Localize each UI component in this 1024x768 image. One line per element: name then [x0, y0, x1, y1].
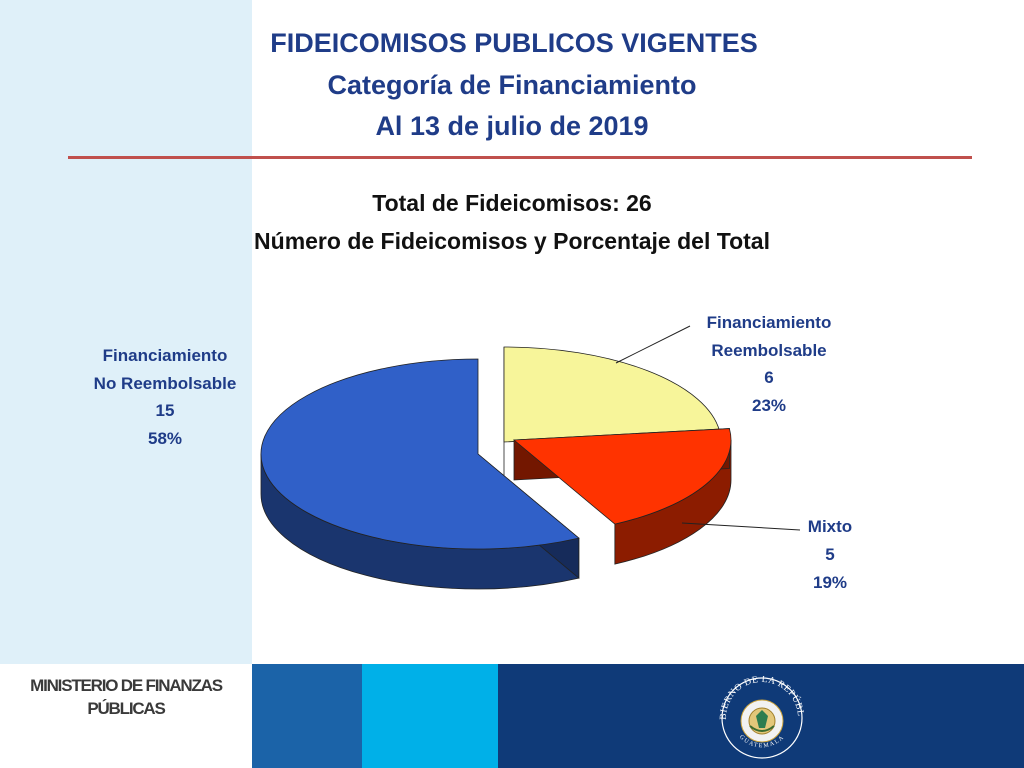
leader-line-reembolsable	[615, 325, 691, 364]
ministry-name-line1: MINISTERIO DE FINANZAS	[30, 676, 223, 695]
slice-label-no-reembolsable-value: 15	[156, 401, 175, 420]
chart-subtitle: Número de Fideicomisos y Porcentaje del …	[254, 228, 770, 254]
page-subtitle-category: Categoría de Financiamiento	[327, 70, 697, 100]
title-divider	[68, 156, 972, 159]
slice-label-mixto-percent: 19%	[813, 573, 847, 592]
pie-slice-mixto	[512, 428, 732, 565]
leader-line-mixto	[681, 522, 801, 531]
footer-band-blue	[252, 664, 362, 768]
footer-band-cyan	[362, 664, 498, 768]
government-seal-logo: GOBIERNO DE LA REPÚBLICA GUATEMALA	[716, 676, 805, 759]
ministry-name-line2: PÚBLICAS	[87, 699, 165, 718]
footer-ministry-area	[0, 664, 252, 768]
pie-slice-top-no-reembolsable	[260, 358, 580, 550]
slice-label-reembolsable-line2: Reembolsable	[711, 341, 826, 360]
pie-slice-reembolsable	[503, 346, 720, 482]
slice-label-reembolsable-percent: 23%	[752, 396, 786, 415]
slice-label-no-reembolsable-line2: No Reembolsable	[94, 374, 237, 393]
slice-label-reembolsable-value: 6	[764, 368, 773, 387]
page-date: Al 13 de julio de 2019	[375, 111, 649, 141]
slice-label-no-reembolsable-line1: Financiamiento	[103, 346, 228, 365]
slice-label-mixto-line1: Mixto	[808, 517, 852, 536]
left-background-band	[0, 0, 252, 664]
chart-title: Total de Fideicomisos: 26	[372, 190, 652, 216]
slice-label-mixto-value: 5	[825, 545, 834, 564]
pie-slice-no-reembolsable	[260, 358, 580, 590]
slice-label-no-reembolsable-percent: 58%	[148, 429, 182, 448]
slice-label-reembolsable-line1: Financiamiento	[707, 313, 832, 332]
pie-slice-top-mixto	[512, 428, 732, 525]
page-title: FIDEICOMISOS PUBLICOS VIGENTES	[270, 28, 758, 58]
pie-slice-top-reembolsable	[503, 346, 720, 443]
